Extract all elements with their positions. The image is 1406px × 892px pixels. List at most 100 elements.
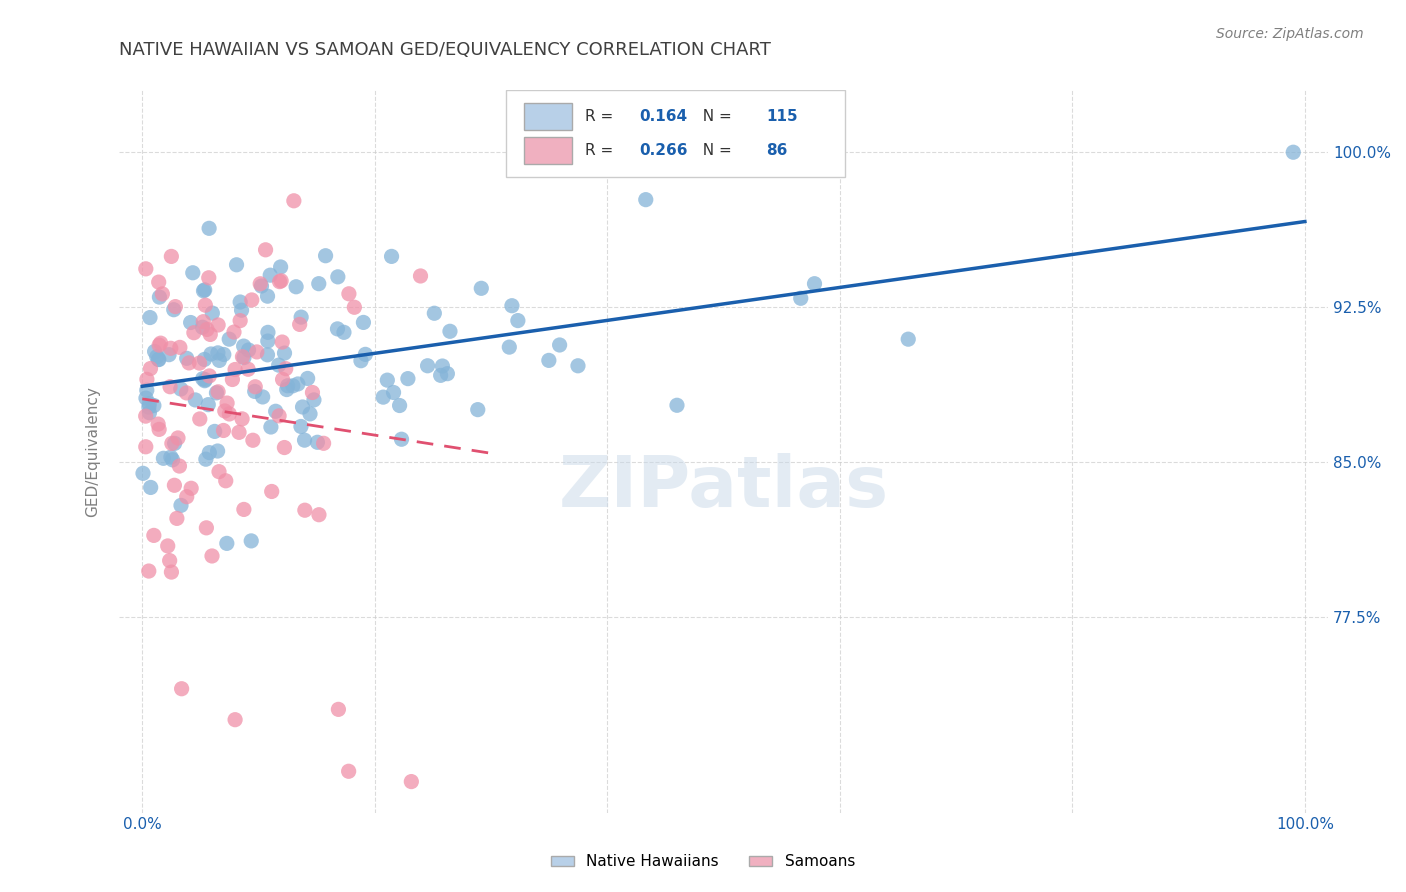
Point <box>439 324 461 338</box>
Point <box>195 322 218 336</box>
Point <box>328 702 350 716</box>
FancyBboxPatch shape <box>506 90 845 177</box>
Point <box>139 310 162 325</box>
Point <box>382 385 405 400</box>
Point <box>506 313 529 327</box>
Point <box>218 407 240 421</box>
Point <box>312 436 335 450</box>
Point <box>401 774 423 789</box>
Point <box>139 361 162 376</box>
Point <box>498 340 520 354</box>
Point <box>207 318 229 332</box>
Point <box>245 380 267 394</box>
Point <box>388 399 411 413</box>
Point <box>790 291 813 305</box>
Point <box>470 281 492 295</box>
Point <box>148 290 170 304</box>
Point <box>160 436 183 450</box>
Point <box>256 334 278 348</box>
Point <box>375 373 398 387</box>
Point <box>162 452 184 467</box>
Text: N =: N = <box>693 109 737 124</box>
Point <box>326 269 349 284</box>
Point <box>188 412 211 426</box>
Point <box>270 260 292 274</box>
Point <box>221 372 243 386</box>
Point <box>231 303 253 318</box>
Point <box>146 417 169 431</box>
Point <box>188 356 211 370</box>
Point <box>135 440 157 454</box>
Point <box>396 371 419 385</box>
Point <box>254 243 277 257</box>
Point <box>897 332 920 346</box>
Point <box>290 310 312 325</box>
Point <box>281 379 304 393</box>
Point <box>218 332 240 346</box>
Point <box>308 277 330 291</box>
Point <box>294 433 316 447</box>
Point <box>256 289 278 303</box>
Text: 0.266: 0.266 <box>638 143 688 158</box>
FancyBboxPatch shape <box>524 103 572 130</box>
Point <box>337 764 360 779</box>
Point <box>429 368 451 383</box>
Point <box>283 194 305 208</box>
Point <box>301 385 323 400</box>
Point <box>135 261 157 276</box>
Point <box>176 385 198 400</box>
Point <box>238 343 260 357</box>
Point <box>308 508 330 522</box>
Point <box>416 359 439 373</box>
Point <box>242 434 264 448</box>
Point <box>467 402 489 417</box>
Text: N =: N = <box>693 143 737 158</box>
Point <box>212 347 235 361</box>
Point <box>135 372 157 386</box>
Point <box>271 372 294 386</box>
Point <box>302 392 325 407</box>
Point <box>259 268 281 282</box>
Point <box>169 458 191 473</box>
Point <box>170 382 193 396</box>
Point <box>200 347 222 361</box>
Point <box>169 340 191 354</box>
Point <box>204 425 226 439</box>
Point <box>352 315 374 329</box>
Point <box>138 400 160 414</box>
Point <box>273 346 295 360</box>
Point <box>207 384 229 399</box>
Point <box>180 481 202 495</box>
Point <box>139 480 162 494</box>
Point <box>350 353 373 368</box>
Text: 115: 115 <box>766 109 797 124</box>
Point <box>201 306 224 320</box>
Point <box>409 268 432 283</box>
Point <box>138 564 160 578</box>
Point <box>222 325 245 339</box>
Point <box>548 338 571 352</box>
Point <box>501 299 523 313</box>
Point <box>148 352 170 367</box>
Point <box>260 420 283 434</box>
Point <box>333 326 356 340</box>
Point <box>315 249 337 263</box>
Point <box>307 435 329 450</box>
Point <box>193 284 215 298</box>
Point <box>197 270 219 285</box>
Point <box>198 445 221 459</box>
Point <box>567 359 589 373</box>
Point <box>159 553 181 567</box>
Point <box>170 681 193 696</box>
Point <box>432 359 454 373</box>
Point <box>163 436 186 450</box>
Point <box>205 385 228 400</box>
Point <box>208 353 231 368</box>
Point <box>208 465 231 479</box>
Point <box>180 316 202 330</box>
Point <box>156 539 179 553</box>
Point <box>212 424 235 438</box>
Point <box>198 368 221 383</box>
Legend: Native Hawaiians, Samoans: Native Hawaiians, Samoans <box>546 848 860 875</box>
Point <box>228 425 250 440</box>
